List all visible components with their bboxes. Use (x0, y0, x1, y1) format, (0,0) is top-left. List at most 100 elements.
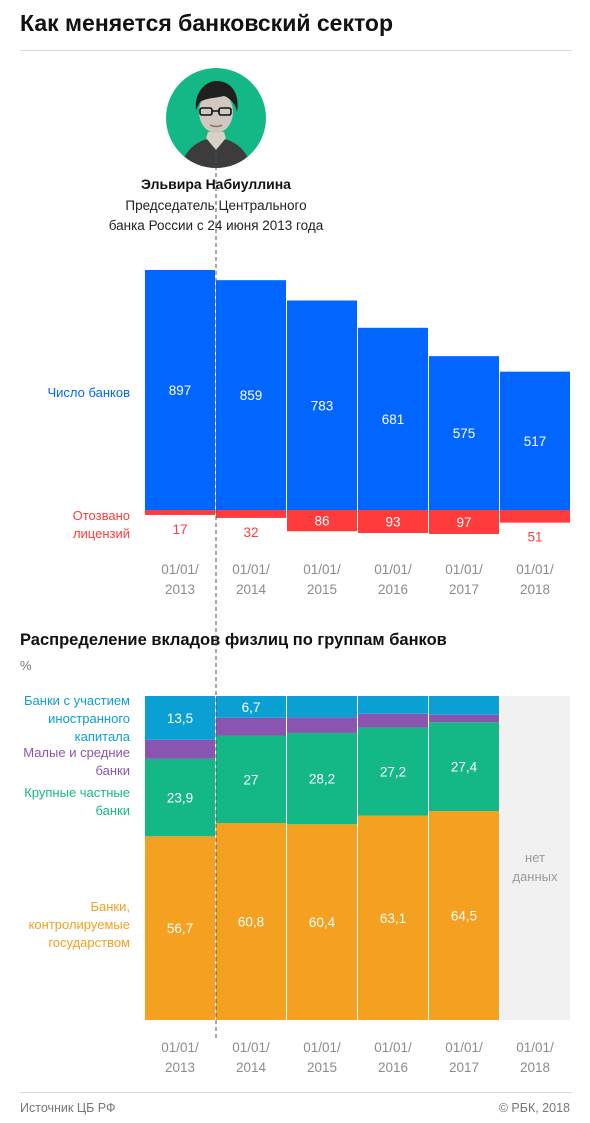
deposit-series-label: Банки с участием (24, 693, 130, 708)
bank-count-label: 517 (524, 434, 547, 449)
deposit-segment (287, 696, 357, 718)
deposit-series-label: Банки, (90, 899, 130, 914)
deposit-value-label: 27,2 (380, 764, 406, 779)
deposit-segment (429, 722, 499, 812)
no-data-label: данных (512, 869, 558, 884)
deposit-value-label: 27 (243, 772, 258, 787)
deposit-segment (429, 714, 499, 723)
revoked-series-label: Отозвано (73, 508, 130, 523)
x-tick-label: 2016 (378, 1060, 408, 1075)
x-tick-label: 01/01/ (232, 562, 270, 577)
deposit-value-label: 6,7 (242, 700, 261, 715)
revoked-label: 32 (243, 525, 258, 540)
banks-series-label: Число банков (47, 385, 130, 400)
x-tick-label: 2018 (520, 582, 550, 597)
deposit-series-label: контролируемые (29, 917, 130, 932)
footer-divider (20, 1092, 572, 1093)
x-tick-label: 01/01/ (374, 1040, 412, 1055)
deposit-segment (145, 836, 215, 1020)
revoked-series-label: лицензий (73, 526, 130, 541)
deposit-segment (429, 811, 499, 1020)
deposit-segment (216, 823, 286, 1020)
revoked-bar (358, 510, 428, 534)
deposit-value-label: 28,2 (309, 772, 335, 787)
revoked-bar (216, 510, 286, 518)
deposit-segment (145, 696, 215, 740)
revoked-label: 86 (314, 514, 329, 529)
bank-count-label: 897 (169, 383, 192, 398)
revoked-bar (145, 510, 215, 515)
title-divider (20, 50, 572, 51)
deposit-value-label: 64,5 (451, 909, 477, 924)
deposit-segment (216, 696, 286, 718)
deposit-segment (287, 717, 357, 733)
revoked-bar (429, 510, 499, 534)
deposit-segment (145, 758, 215, 837)
bank-count-label: 859 (240, 388, 263, 403)
x-tick-label: 2017 (449, 582, 479, 597)
x-tick-label: 2018 (520, 1060, 550, 1075)
deposit-segment (287, 732, 357, 825)
deposit-segment (429, 696, 499, 715)
deposit-value-label: 60,4 (309, 915, 336, 930)
deposit-segment (358, 696, 428, 714)
bank-count-label: 575 (453, 426, 476, 441)
bank-count-bar (287, 300, 357, 510)
deposit-value-label: 63,1 (380, 911, 406, 926)
x-tick-label: 2014 (236, 582, 267, 597)
deposit-value-label: 27,4 (451, 760, 478, 775)
x-tick-label: 01/01/ (232, 1040, 270, 1055)
deposit-series-label: Малые и средние (23, 745, 130, 760)
deposit-segment (358, 727, 428, 816)
bank-count-label: 681 (382, 412, 405, 427)
x-tick-label: 01/01/ (161, 1040, 199, 1055)
revoked-label: 17 (172, 522, 187, 537)
revoked-label: 93 (385, 515, 400, 530)
x-tick-label: 01/01/ (303, 1040, 341, 1055)
deposit-segment (216, 717, 286, 736)
x-tick-label: 01/01/ (445, 562, 483, 577)
deposit-segment (358, 713, 428, 728)
x-tick-label: 2017 (449, 1060, 479, 1075)
x-tick-label: 2013 (165, 1060, 195, 1075)
x-tick-label: 01/01/ (516, 562, 554, 577)
deposits-unit-label: % (20, 658, 32, 673)
deposit-series-label: банки (95, 763, 130, 778)
deposit-value-label: 13,5 (167, 711, 193, 726)
bank-count-bar (358, 327, 428, 510)
deposit-series-label: Крупные частные (24, 785, 130, 800)
deposit-series-label: капитала (75, 729, 131, 744)
deposit-series-label: государством (48, 935, 130, 950)
bank-count-bar (500, 371, 570, 510)
deposit-segment (358, 815, 428, 1020)
x-tick-label: 2013 (165, 582, 195, 597)
deposit-series-label: банки (95, 803, 130, 818)
x-tick-label: 01/01/ (374, 562, 412, 577)
deposit-value-label: 23,9 (167, 791, 193, 806)
x-tick-label: 2015 (307, 1060, 337, 1075)
x-tick-label: 2015 (307, 582, 337, 597)
portrait-avatar (166, 68, 266, 168)
deposit-segment (216, 735, 286, 824)
copyright-note: © РБК, 2018 (498, 1101, 570, 1115)
x-tick-label: 01/01/ (303, 562, 341, 577)
x-tick-label: 2014 (236, 1060, 267, 1075)
no-data-column (500, 696, 570, 1020)
bank-count-bar (429, 356, 499, 510)
bank-count-label: 783 (311, 398, 334, 413)
source-note: Источник ЦБ РФ (20, 1101, 116, 1115)
revoked-label: 51 (527, 530, 542, 545)
deposit-series-label: иностранного (48, 711, 130, 726)
x-tick-label: 01/01/ (516, 1040, 554, 1055)
deposit-segment (287, 824, 357, 1020)
deposit-segment (145, 739, 215, 759)
deposit-value-label: 60,8 (238, 915, 264, 930)
bank-count-bar (216, 280, 286, 510)
revoked-label: 97 (456, 515, 471, 530)
revoked-bar (287, 510, 357, 532)
person-role-line: Председатель Центрального (125, 198, 307, 213)
x-tick-label: 01/01/ (445, 1040, 483, 1055)
x-tick-label: 2016 (378, 582, 408, 597)
x-tick-label: 01/01/ (161, 562, 199, 577)
